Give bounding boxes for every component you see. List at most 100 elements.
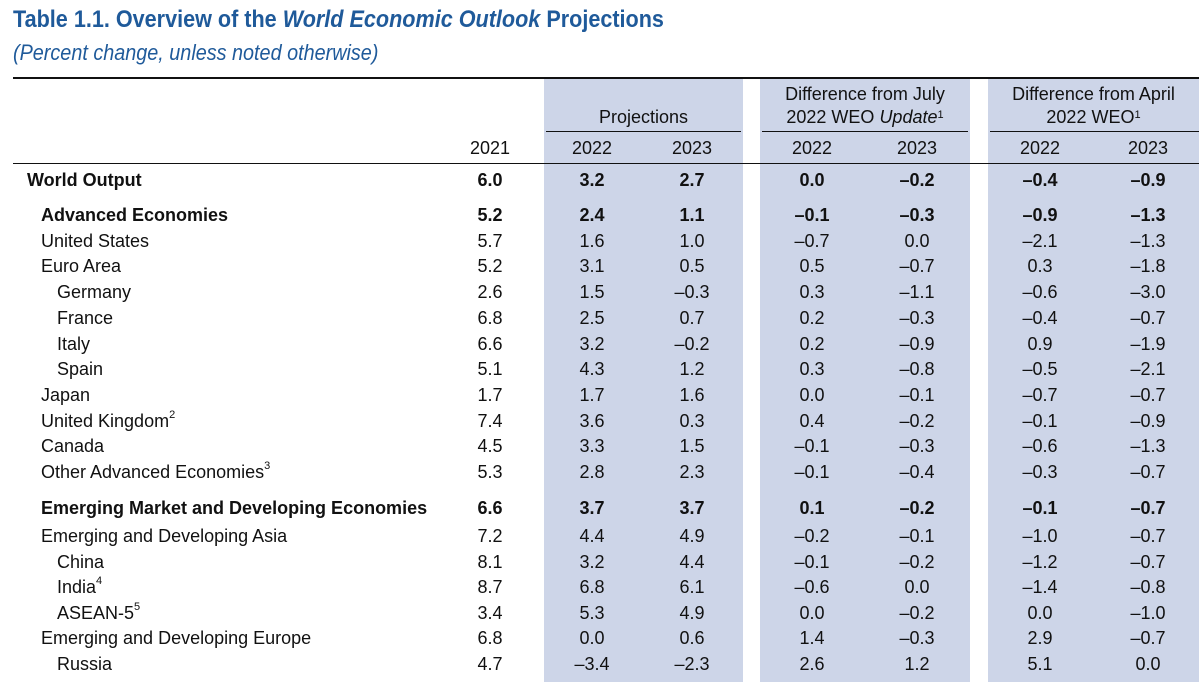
table-cell: 3.3 [579, 436, 605, 456]
table-cell: 1.2 [904, 654, 930, 674]
table-cell: 0.3 [799, 282, 825, 302]
footnote-marker: 2 [169, 409, 176, 421]
table-cell: –0.1 [794, 436, 830, 456]
table-cell: 3.2 [579, 552, 605, 572]
footnote-marker: 5 [134, 601, 141, 613]
table-cell: –2.1 [1022, 231, 1058, 251]
table-cell: 4.4 [679, 552, 705, 572]
row-label: Spain [57, 359, 104, 379]
row-label: United Kingdom2 [41, 409, 176, 431]
table-cell: –1.1 [899, 282, 935, 302]
table-cell: 0.3 [679, 411, 705, 431]
row-label: Emerging Market and Developing Economies [41, 498, 428, 518]
table-cell: –3.0 [1130, 282, 1166, 302]
table-cell: 3.7 [679, 498, 705, 518]
table-cell: 1.4 [799, 628, 825, 648]
row-label: Germany [57, 282, 132, 302]
table-cell: 2.6 [477, 282, 503, 302]
table-cell: 2.4 [579, 205, 605, 225]
table-cell: –0.6 [1022, 282, 1058, 302]
table-cell: –0.6 [794, 577, 830, 597]
table-cell: –0.7 [1130, 462, 1166, 482]
table-cell: –0.7 [794, 231, 830, 251]
table-cell: 8.7 [477, 577, 503, 597]
table-cell: –0.2 [899, 603, 935, 623]
row-label: Other Advanced Economies3 [41, 460, 271, 482]
year-header: 2021 [469, 138, 511, 158]
table-cell: –0.2 [899, 170, 935, 190]
row-label: France [57, 308, 114, 328]
row-label: United States [41, 231, 150, 251]
table-cell: 1.1 [679, 205, 705, 225]
table-cell: 7.4 [477, 411, 503, 431]
table-cell: –0.8 [899, 359, 935, 379]
table-cell: 4.4 [579, 526, 605, 546]
table-cell: –0.7 [1130, 526, 1166, 546]
table-cell: 5.1 [477, 359, 503, 379]
table-cell: –0.8 [1130, 577, 1166, 597]
table-cell: 4.9 [679, 603, 705, 623]
table-cell: –1.3 [1130, 231, 1166, 251]
table-cell: –0.1 [899, 526, 935, 546]
row-label: India4 [57, 575, 103, 597]
table-cell: 0.5 [679, 256, 705, 276]
top-rule [13, 77, 1199, 79]
table-cell: 6.8 [477, 628, 503, 648]
table-cell: –0.9 [1130, 411, 1166, 431]
table-cell: –0.7 [1130, 498, 1166, 518]
table-cell: –0.7 [1130, 628, 1166, 648]
table-cell: –0.7 [1130, 385, 1166, 405]
row-label: World Output [27, 170, 142, 190]
table-cell: 2.8 [579, 462, 605, 482]
header-rule [13, 163, 1199, 164]
table-cell: –0.9 [899, 334, 935, 354]
year-header: 2023 [896, 138, 938, 158]
april-difference-header: Difference from April 2022 WEO1 [1012, 84, 1175, 127]
table-cell: –2.1 [1130, 359, 1166, 379]
table-cell: –0.3 [674, 282, 710, 302]
row-label: Italy [57, 334, 91, 354]
table-cell: 6.0 [477, 170, 503, 190]
row-label: Advanced Economies [41, 205, 229, 225]
table-cell: 0.5 [799, 256, 825, 276]
table-cell: 0.3 [799, 359, 825, 379]
table-cell: 8.1 [477, 552, 503, 572]
april-underline [990, 131, 1199, 132]
table-cell: 5.3 [477, 462, 503, 482]
table-cell: 0.1 [799, 498, 825, 518]
table-cell: 3.4 [477, 603, 503, 623]
table-cell: 4.5 [477, 436, 503, 456]
row-label: Canada [41, 436, 105, 456]
table-cell: 3.7 [579, 498, 605, 518]
table-cell: –0.1 [794, 205, 830, 225]
table-cell: –1.3 [1130, 205, 1166, 225]
table-cell: 5.1 [1027, 654, 1053, 674]
table-cell: –0.2 [794, 526, 830, 546]
table-cell: 0.0 [799, 170, 825, 190]
table-cell: 5.2 [477, 256, 503, 276]
table-cell: 0.2 [799, 308, 825, 328]
table-cell: –0.9 [1130, 170, 1166, 190]
table-cell: 6.8 [579, 577, 605, 597]
table-cell: –0.6 [1022, 436, 1058, 456]
table-cell: 1.7 [477, 385, 503, 405]
table-cell: 0.3 [1027, 256, 1053, 276]
table-cell: 0.4 [799, 411, 825, 431]
table-cell: –0.1 [794, 462, 830, 482]
year-header: 2023 [671, 138, 713, 158]
year-header: 2022 [571, 138, 613, 158]
table-cell: –0.1 [899, 385, 935, 405]
table-cell: 5.7 [477, 231, 503, 251]
table-cell: 6.6 [477, 498, 503, 518]
table-cell: 0.2 [799, 334, 825, 354]
table-cell: 1.7 [579, 385, 605, 405]
table-cell: –0.7 [1022, 385, 1058, 405]
july-difference-band [760, 79, 970, 682]
table-cell: 0.0 [579, 628, 605, 648]
row-label: Emerging and Developing Asia [41, 526, 288, 546]
footnote-marker: 3 [264, 460, 271, 472]
table-cell: 2.5 [579, 308, 605, 328]
table-cell: 0.0 [904, 231, 930, 251]
table-cell: 0.9 [1027, 334, 1053, 354]
table-cell: –1.4 [1022, 577, 1058, 597]
